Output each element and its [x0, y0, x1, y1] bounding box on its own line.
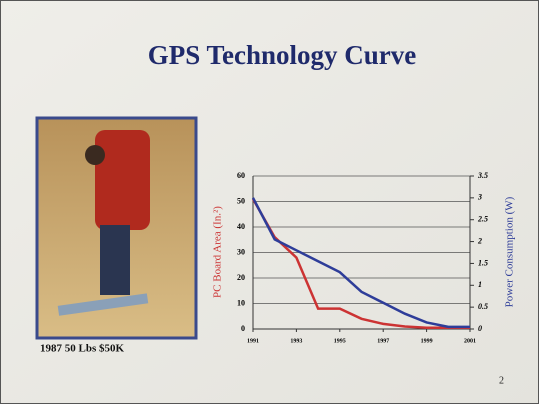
- y2-tick-label: 1: [478, 280, 482, 289]
- y2-axis-title: Power Consumption (W): [504, 196, 516, 307]
- y-tick-label: 20: [237, 273, 245, 282]
- y2-tick-label: 3.5: [477, 171, 488, 180]
- y2-tick-label: 2: [477, 236, 482, 245]
- y2-tick-label: 1.5: [478, 258, 488, 267]
- y-tick-label: 10: [237, 298, 245, 307]
- x-tick-label: 1999: [421, 338, 433, 344]
- y-tick-label: 40: [237, 222, 245, 231]
- x-tick-label: 2001: [464, 338, 476, 344]
- x-tick-label: 1993: [290, 338, 302, 344]
- y2-tick-label: 2.5: [477, 215, 488, 224]
- x-tick-label: 1991: [247, 338, 259, 344]
- y-tick-label: 60: [237, 171, 245, 180]
- y-axis-title: PC Board Area (In.²): [212, 206, 224, 298]
- y2-tick-label: 3: [477, 193, 482, 202]
- page-number: 2: [499, 375, 504, 386]
- photo: [37, 118, 196, 338]
- y2-tick-label: 0: [478, 324, 482, 333]
- y-tick-label: 50: [237, 196, 245, 205]
- slide: GPS Technology Curve 1987 50 Lbs $50K 2 …: [0, 0, 539, 404]
- slide-title: GPS Technology Curve: [148, 40, 417, 70]
- y-tick-label: 0: [241, 324, 245, 333]
- x-tick-label: 1997: [377, 338, 389, 344]
- y-tick-label: 30: [237, 247, 245, 256]
- y2-tick-label: 0.5: [478, 302, 488, 311]
- x-tick-label: 1995: [334, 338, 346, 344]
- photo-caption: 1987 50 Lbs $50K: [40, 343, 124, 355]
